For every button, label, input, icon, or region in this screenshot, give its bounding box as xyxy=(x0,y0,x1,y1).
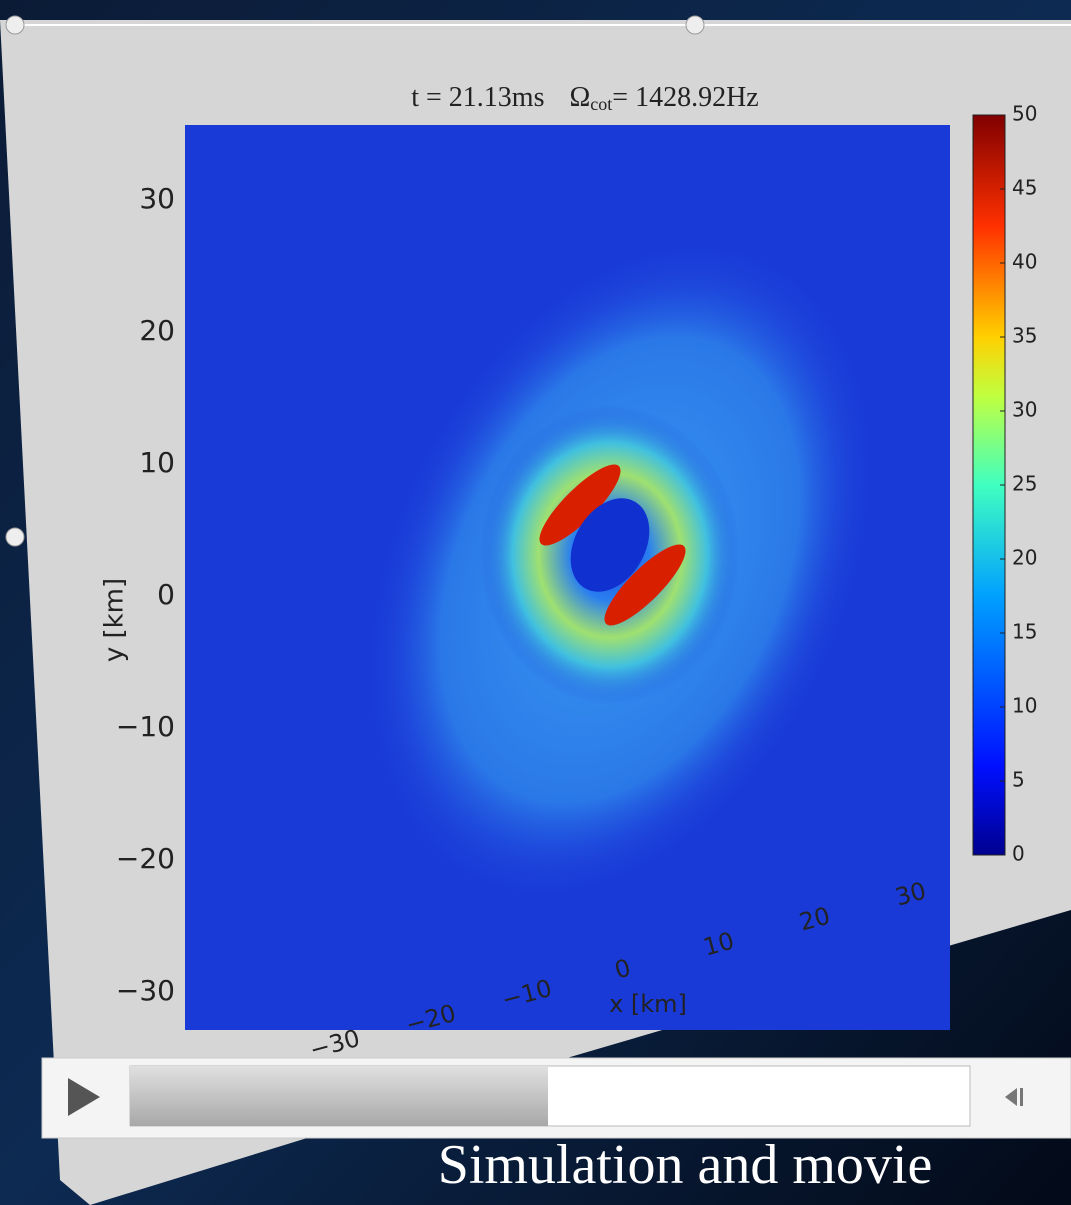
y-tick-label: −20 xyxy=(116,842,175,875)
colorbar-tick-label: 35 xyxy=(1012,324,1037,348)
y-tick-label: −10 xyxy=(116,710,175,743)
y-axis-label: y [km] xyxy=(100,578,130,662)
caption: Simulation and movie xyxy=(438,1134,933,1196)
resize-handle[interactable] xyxy=(6,528,24,546)
y-tick-label: −30 xyxy=(116,974,175,1007)
colorbar-tick-label: 25 xyxy=(1012,472,1037,496)
colorbar-tick-label: 15 xyxy=(1012,620,1037,644)
resize-handle[interactable] xyxy=(686,16,704,34)
title-symbol: Ω xyxy=(569,82,590,113)
colorbar-tick-label: 30 xyxy=(1012,398,1037,422)
colorbar-tick-label: 40 xyxy=(1012,250,1037,274)
y-tick-label: 0 xyxy=(157,578,175,611)
colorbar-tick-label: 50 xyxy=(1012,102,1037,126)
colorbar-tick-label: 10 xyxy=(1012,694,1037,718)
x-axis-label: x [km] xyxy=(609,990,687,1018)
video-controls xyxy=(42,1058,1071,1138)
title-value: = 1428.92Hz xyxy=(612,82,758,113)
plot-title: t = 21.13ms Ωcot= 1428.92Hz xyxy=(411,82,759,114)
colorbar-tick-label: 0 xyxy=(1012,842,1025,866)
screen: t = 21.13ms Ωcot= 1428.92Hz y [km] x [km]… xyxy=(0,0,1071,1205)
y-tick-label: 20 xyxy=(139,314,175,347)
colorbar-tick-label: 20 xyxy=(1012,546,1037,570)
colorbar-tick-label: 5 xyxy=(1012,768,1025,792)
plot-area xyxy=(185,125,976,1030)
title-sub: cot xyxy=(590,94,612,114)
colorbar-tick-label: 45 xyxy=(1012,176,1037,200)
volume-icon xyxy=(1020,1088,1023,1106)
y-tick-label: 30 xyxy=(139,182,175,215)
y-tick-label: 10 xyxy=(139,446,175,479)
title-time: t = 21.13ms xyxy=(411,82,544,113)
resize-handle[interactable] xyxy=(6,16,24,34)
page: t = 21.13ms Ωcot= 1428.92Hz y [km] x [km]… xyxy=(0,0,1071,1205)
seek-progress xyxy=(130,1066,548,1126)
